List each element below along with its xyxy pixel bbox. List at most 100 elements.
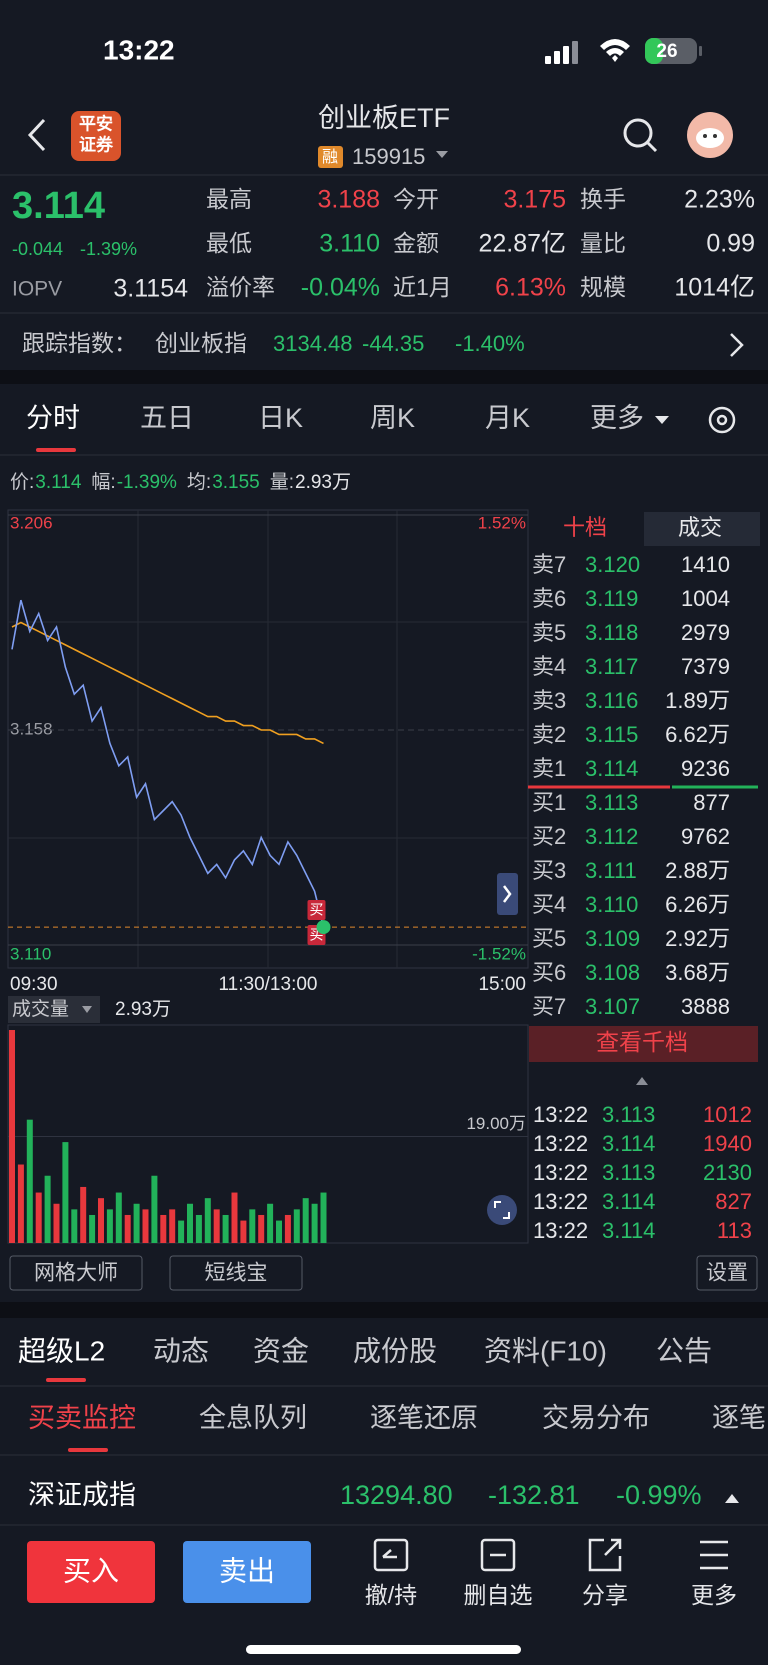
section-tab[interactable]: 公告: [656, 1335, 712, 1366]
volume-dropdown: [82, 1006, 92, 1013]
field-label: 今开: [393, 186, 439, 212]
order-tab-bg: [644, 512, 760, 546]
book-label: 卖1: [532, 756, 566, 781]
field-value: -0.04%: [301, 274, 380, 302]
price-change-pct: -1.39%: [80, 239, 137, 259]
sub-tab[interactable]: 买卖监控: [28, 1403, 136, 1433]
info-value: 3.155: [212, 472, 260, 493]
logo-text: 证券: [79, 134, 114, 154]
trades-collapse[interactable]: [636, 1077, 648, 1085]
field-value: 0.99: [706, 230, 755, 258]
volume-bar: [17, 1164, 24, 1243]
x-tick-label: 11:30/13:00: [219, 974, 318, 995]
period-tab[interactable]: 月K: [485, 403, 530, 433]
volume-bar: [142, 1209, 149, 1243]
sub-tab[interactable]: 全息队列: [199, 1403, 307, 1433]
book-price: 3.117: [585, 654, 638, 679]
buy-button[interactable]: [27, 1541, 155, 1603]
field-label: 换手: [580, 186, 626, 212]
trade-price: 3.113: [602, 1160, 655, 1185]
info-value: 3.114: [35, 472, 82, 493]
action-label[interactable]: 更多: [691, 1582, 737, 1608]
book-price: 3.112: [585, 824, 638, 849]
more-depth-button[interactable]: [529, 1026, 758, 1062]
expand-button[interactable]: [497, 873, 518, 915]
book-label: 卖6: [532, 586, 566, 611]
tracking-change: -44.35: [362, 331, 424, 356]
trade-marker-label: 买: [310, 902, 324, 918]
period-tab[interactable]: 日K: [258, 403, 303, 433]
info-label: 量:: [270, 472, 294, 493]
book-label: 买2: [532, 824, 566, 849]
settings-button[interactable]: [696, 1255, 758, 1291]
book-price: 3.115: [585, 722, 638, 747]
y2-tick-label: 1.52%: [478, 513, 526, 532]
y-tick-label: 3.158: [10, 719, 53, 738]
period-tab[interactable]: 周K: [370, 403, 415, 433]
sub-tab[interactable]: 逐笔: [712, 1403, 766, 1433]
volume-label[interactable]: 成交量: [12, 998, 69, 1020]
trade-volume: 1940: [703, 1131, 752, 1156]
period-tab[interactable]: 五日: [140, 403, 194, 433]
book-volume: 6.26万: [665, 892, 730, 917]
section-tab[interactable]: 资料(F10): [484, 1335, 607, 1366]
period-tab[interactable]: 更多: [590, 403, 644, 433]
volume-bar: [44, 1175, 51, 1243]
field-value: 22.87亿: [478, 230, 566, 258]
status-time: 13:22: [103, 34, 175, 65]
section-tab[interactable]: 成份股: [353, 1335, 437, 1366]
book-volume: 7379: [681, 654, 730, 679]
sub-tab[interactable]: 交易分布: [542, 1403, 650, 1433]
index-change: -132.81: [488, 1480, 580, 1510]
action-label[interactable]: 撤/持: [365, 1582, 417, 1608]
stock-code: 159915: [352, 144, 425, 169]
order-tab[interactable]: 十档: [563, 515, 607, 540]
book-label: 买7: [532, 994, 566, 1019]
trade-time: 13:22: [533, 1160, 588, 1185]
y-tick-label: 3.110: [10, 944, 51, 963]
action-label[interactable]: 分享: [582, 1582, 628, 1608]
sub-tab[interactable]: 逐笔还原: [370, 1403, 478, 1433]
tool-button[interactable]: [9, 1255, 143, 1291]
section-tab[interactable]: 超级L2: [18, 1335, 105, 1366]
expand-arrow: [503, 885, 512, 903]
section-tab[interactable]: 资金: [253, 1335, 309, 1366]
tracking-arrow[interactable]: [730, 333, 744, 357]
volume-bar: [187, 1203, 193, 1243]
book-label: 买6: [532, 960, 566, 985]
order-tab[interactable]: 成交: [678, 515, 722, 540]
last-price: 3.114: [12, 185, 105, 227]
fullscreen-button[interactable]: [487, 1195, 517, 1225]
book-volume: 2.88万: [665, 858, 730, 883]
volume-bar: [284, 1214, 291, 1243]
book-label: 卖7: [532, 552, 566, 577]
volume-bar: [9, 1030, 15, 1243]
period-tab[interactable]: 分时: [26, 403, 80, 433]
avatar[interactable]: [687, 112, 733, 158]
field-value: 2.23%: [684, 186, 755, 214]
sell-button[interactable]: [183, 1541, 311, 1603]
index-value: 13294.80: [340, 1480, 453, 1510]
action-label[interactable]: 删自选: [464, 1582, 533, 1608]
volume-bar: [213, 1209, 220, 1243]
tracking-pct: -1.40%: [455, 331, 525, 356]
code-dropdown[interactable]: [436, 151, 448, 158]
settings-gear[interactable]: [708, 406, 736, 434]
current-point: [316, 920, 331, 935]
field-label: 溢价率: [206, 274, 275, 300]
book-volume: 2979: [681, 620, 730, 645]
volume-bar: [115, 1192, 122, 1243]
index-expand[interactable]: [725, 1494, 739, 1503]
book-label: 卖5: [532, 620, 566, 645]
book-volume: 9762: [681, 824, 730, 849]
tab-indicator: [46, 1378, 86, 1382]
field-value: 3.188: [317, 186, 380, 214]
y-tick-label: 19.00万: [466, 1114, 526, 1133]
tool-button[interactable]: [169, 1255, 303, 1291]
field-value: 3.175: [503, 186, 566, 214]
section-tab[interactable]: 动态: [153, 1335, 209, 1366]
search-button[interactable]: [623, 118, 658, 153]
back-button[interactable]: [27, 118, 46, 152]
volume-bar: [222, 1214, 229, 1243]
